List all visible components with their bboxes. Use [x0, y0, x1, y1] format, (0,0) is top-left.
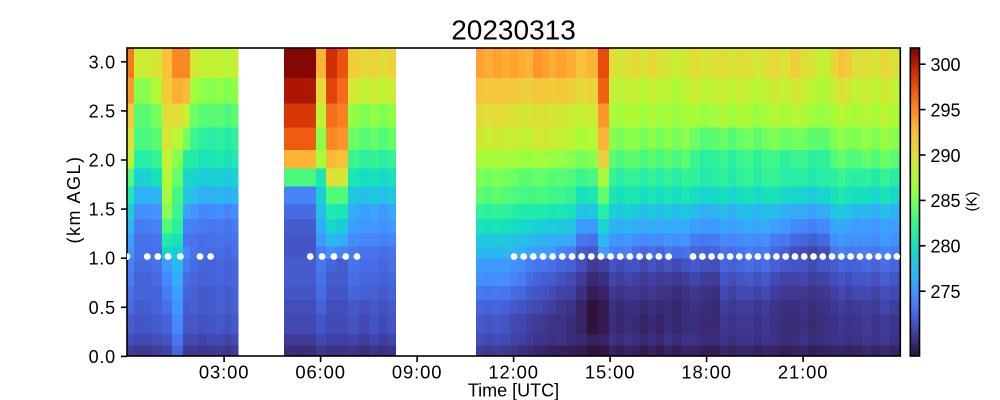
svg-text:06:00: 06:00 — [295, 362, 346, 383]
svg-text:(K): (K) — [964, 192, 981, 212]
svg-text:(km AGL): (km AGL) — [64, 155, 84, 243]
svg-text:285: 285 — [931, 191, 961, 211]
svg-text:Time [UTC]: Time [UTC] — [468, 381, 559, 400]
svg-text:280: 280 — [931, 237, 961, 257]
svg-text:300: 300 — [931, 55, 961, 75]
svg-text:03:00: 03:00 — [199, 362, 250, 383]
svg-text:20230313: 20230313 — [451, 15, 576, 46]
svg-text:2.0: 2.0 — [89, 151, 116, 171]
svg-text:295: 295 — [931, 100, 961, 120]
svg-text:09:00: 09:00 — [392, 362, 443, 383]
svg-text:2.5: 2.5 — [89, 101, 116, 121]
svg-text:0.0: 0.0 — [89, 347, 116, 367]
svg-text:3.0: 3.0 — [89, 52, 116, 72]
svg-text:15:00: 15:00 — [585, 362, 636, 383]
svg-text:12:00: 12:00 — [488, 362, 539, 383]
svg-text:21:00: 21:00 — [778, 362, 829, 383]
svg-text:290: 290 — [931, 146, 961, 166]
svg-text:1.5: 1.5 — [89, 200, 116, 220]
svg-text:275: 275 — [931, 282, 961, 302]
svg-text:1.0: 1.0 — [89, 249, 116, 269]
svg-text:0.5: 0.5 — [89, 298, 116, 318]
svg-text:18:00: 18:00 — [681, 362, 732, 383]
